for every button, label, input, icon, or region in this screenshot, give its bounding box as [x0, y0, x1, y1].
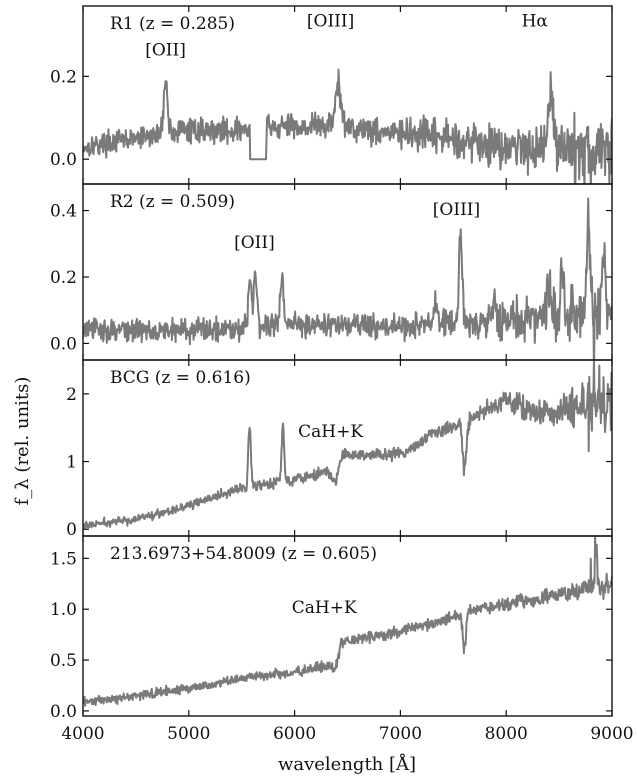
- line-annotation: CaH+K: [298, 422, 363, 442]
- x-tick-label: 7000: [379, 724, 422, 744]
- x-axis: 4000 5000 6000 7000 8000 9000: [61, 724, 633, 744]
- y-tick-label: 0.0: [50, 702, 77, 722]
- x-tick-label: 6000: [273, 724, 316, 744]
- y-tick-label: 0: [66, 520, 77, 540]
- panel-label: R2 (z = 0.509): [110, 192, 235, 212]
- line-annotation: [OII]: [145, 40, 186, 60]
- spectrum-line-R1: [83, 68, 612, 184]
- x-tick-label: 4000: [61, 724, 104, 744]
- panel-R2: 0.0 0.2 0.4 R2 (z = 0.509) [OII] [OIII]: [50, 183, 613, 361]
- x-tick-label: 8000: [485, 724, 528, 744]
- y-tick-label: 0.2: [50, 268, 77, 288]
- y-axis-title: f_λ (rel. units): [12, 377, 33, 506]
- y-tick-label: 0.4: [50, 202, 77, 222]
- line-annotation: Hα: [522, 11, 549, 31]
- spectrum-line-213: [83, 536, 612, 707]
- y-tick-label: 0.2: [50, 67, 77, 87]
- spectrum-line-BCG: [83, 360, 612, 529]
- panel-BCG: 0 1 2 BCG (z = 0.616) CaH+K: [66, 359, 613, 540]
- y-tick-label: 2: [66, 385, 77, 405]
- y-tick-label: 1: [66, 453, 77, 473]
- panel-label: 213.6973+54.8009 (z = 0.605): [110, 544, 377, 564]
- panel-label: R1 (z = 0.285): [110, 14, 235, 34]
- y-tick-label: 0.0: [50, 334, 77, 354]
- y-tick-label: 1.0: [50, 600, 77, 620]
- x-tick-label: 5000: [167, 724, 210, 744]
- panel-213: 0.0 0.5 1.0 1.5 213.6973+54.8009 (z = 0.605)…: [50, 535, 613, 722]
- line-annotation: [OIII]: [307, 11, 354, 31]
- line-annotation: [OII]: [234, 233, 275, 253]
- panel-label: BCG (z = 0.616): [110, 368, 251, 388]
- line-annotation: CaH+K: [292, 598, 357, 618]
- y-tick-label: 0.5: [50, 651, 77, 671]
- spectra-panels: 0.00.2R1 (z = 0.285)[OII][OIII] Hα0.00.20…: [50, 5, 613, 722]
- spectrum-line-R2: [83, 197, 612, 360]
- y-tick-label: 0.0: [50, 150, 77, 170]
- y-tick-label: 1.5: [50, 549, 77, 569]
- panel-frame: [82, 535, 613, 717]
- panel-R1: 0.0 0.2 R1 (z = 0.285) [OII] [OIII] Hα: [50, 5, 613, 185]
- line-annotation: [OIII]: [433, 200, 480, 220]
- x-axis-title: wavelength [Å]: [278, 753, 416, 775]
- x-tick-label: 9000: [590, 724, 633, 744]
